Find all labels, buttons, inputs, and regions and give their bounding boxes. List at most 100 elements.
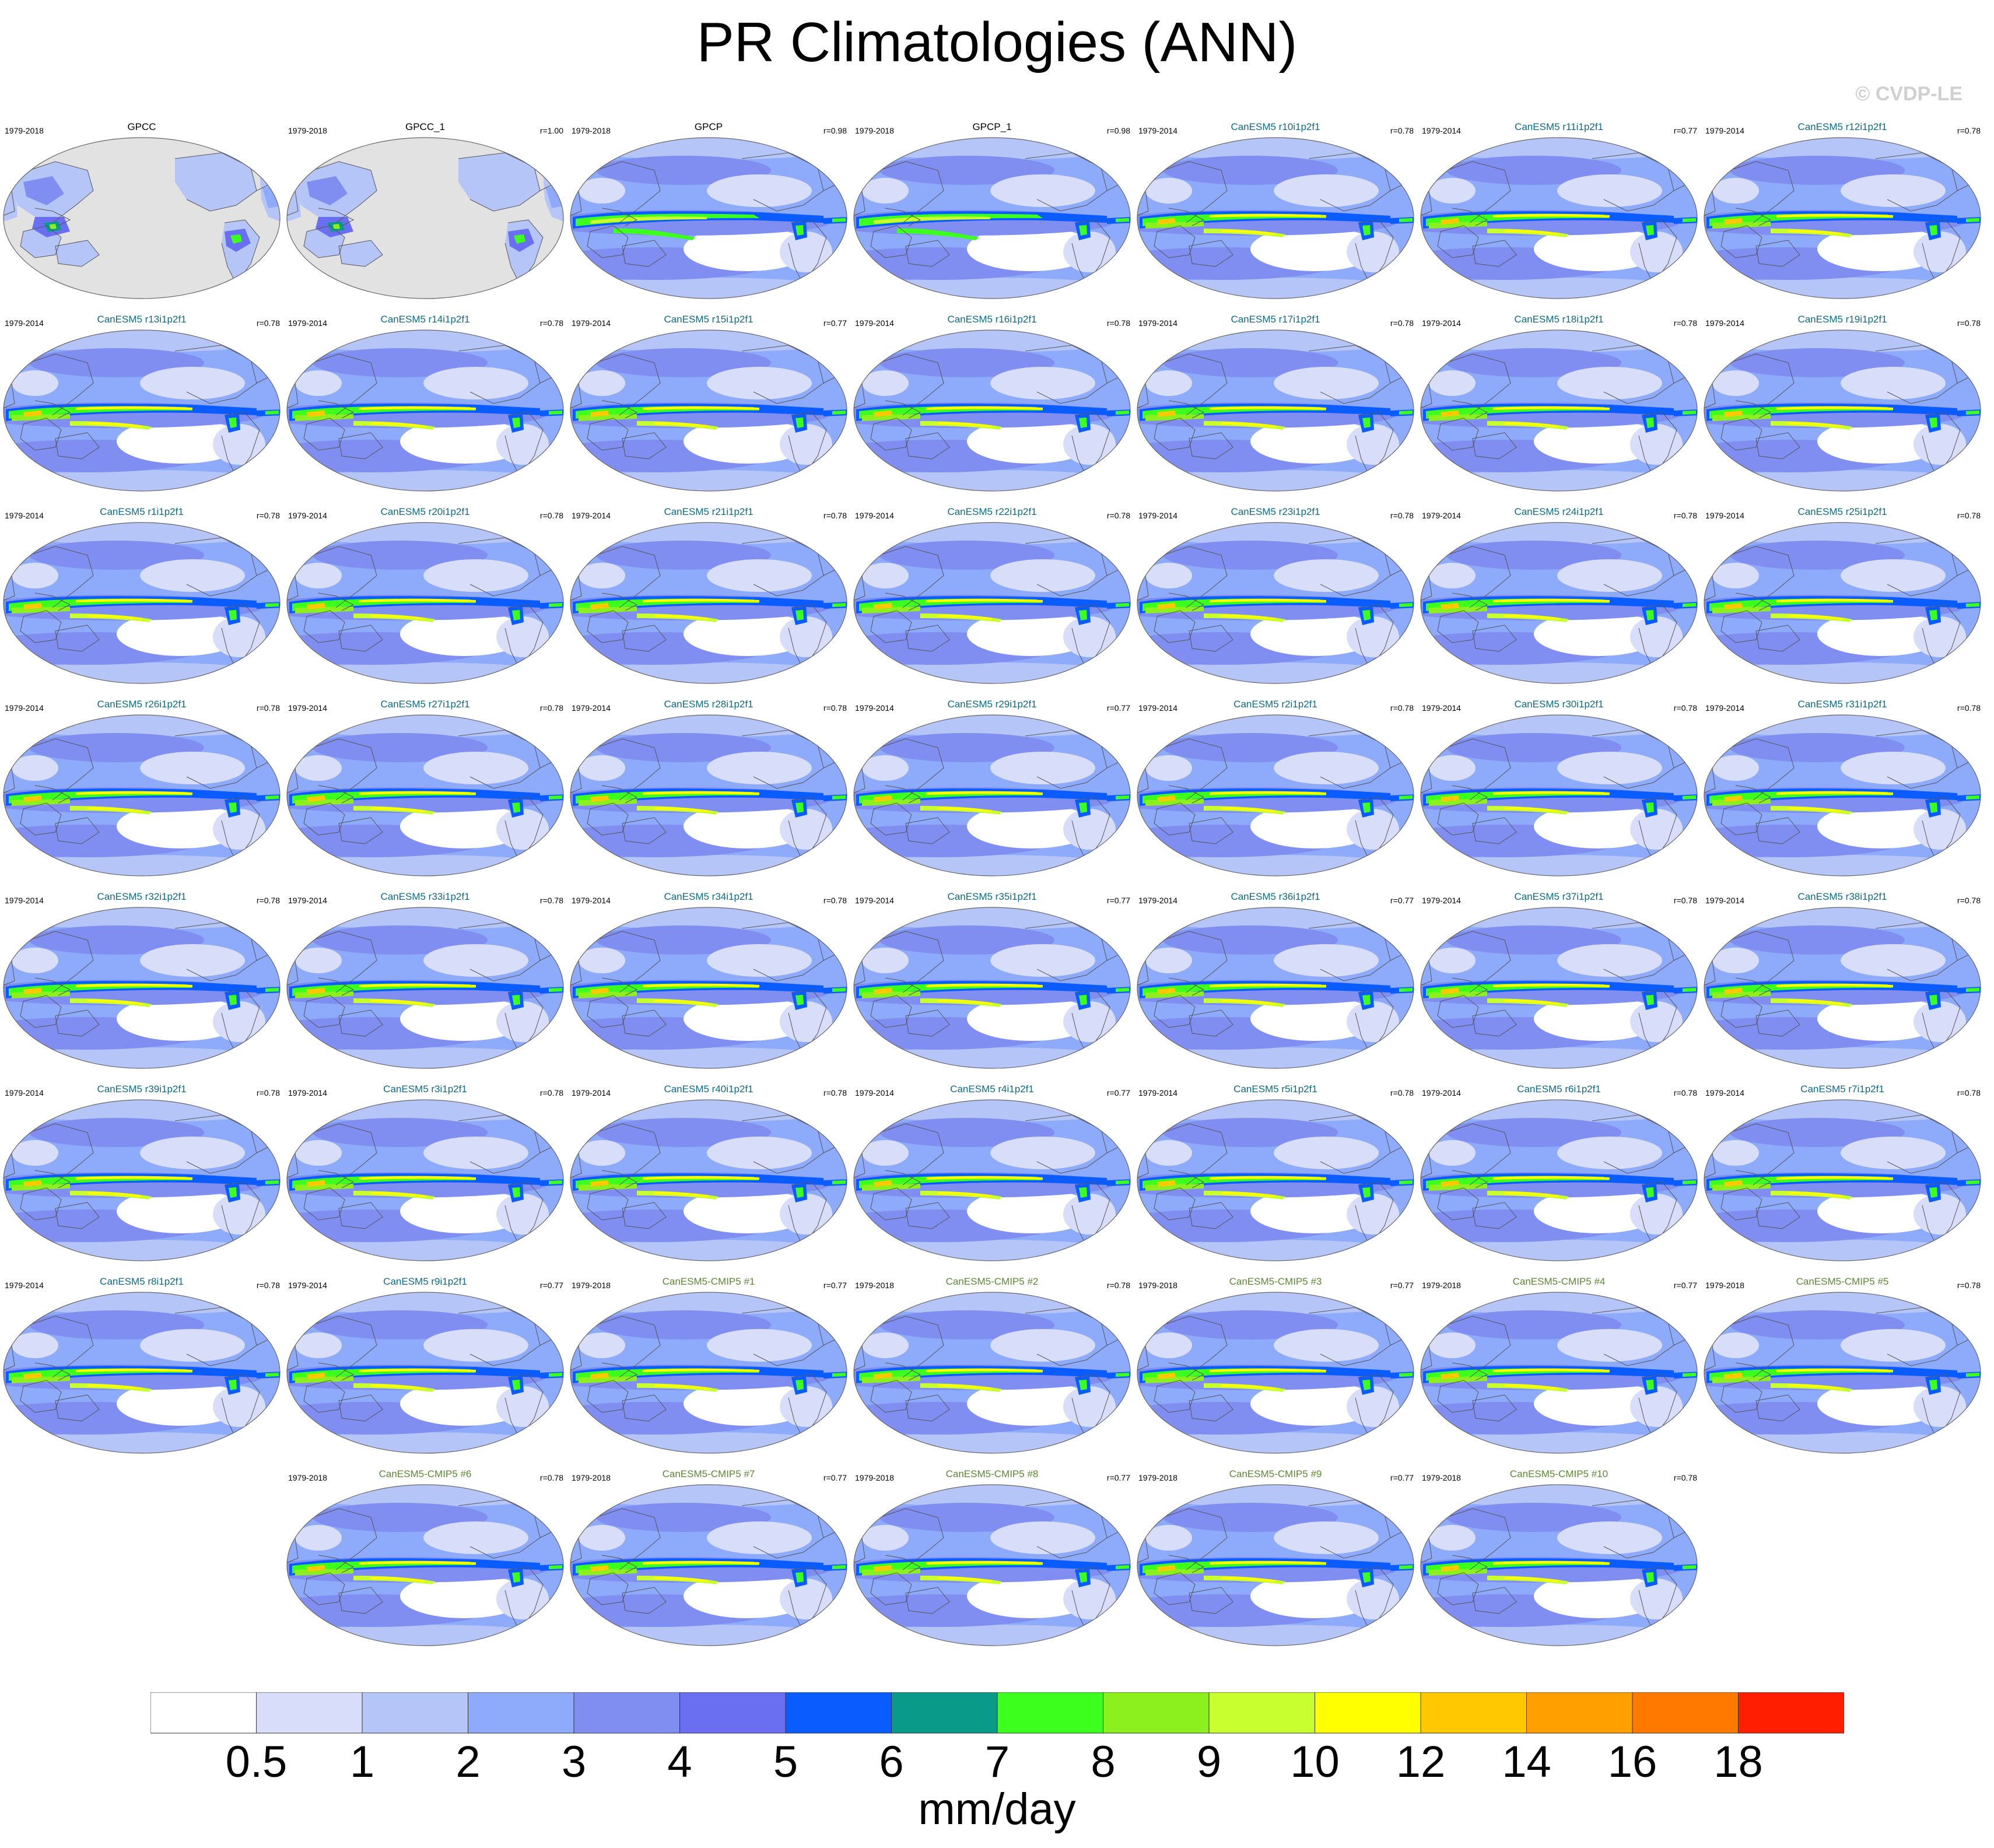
map-panel: 1979-2014 CanESM5 r18i1p2f1 r=0.78 [1417, 302, 1701, 495]
precip-map [853, 1292, 1131, 1454]
map-panel: 1979-2014 CanESM5 r26i1p2f1 r=0.78 [0, 687, 283, 879]
figure-title: PR Climatologies (ANN) [696, 11, 1298, 73]
precip-map [1704, 329, 1981, 492]
panel-correlation: r=0.78 [1106, 511, 1130, 520]
panel-correlation: r=0.78 [1390, 318, 1414, 328]
colorbar-swatch [997, 1692, 1103, 1734]
precip-map [3, 714, 281, 876]
precip-map [3, 329, 281, 492]
panel-correlation: r=0.78 [539, 1473, 563, 1482]
panel-period: 1979-2014 [5, 896, 44, 905]
panel-period: 1979-2014 [572, 318, 611, 328]
panel-correlation: r=0.78 [256, 1281, 280, 1290]
panel-period: 1979-2014 [1705, 703, 1744, 713]
map-panel: 1979-2014 CanESM5 r31i1p2f1 r=0.78 [1701, 687, 1984, 879]
panel-period: 1979-2014 [288, 1281, 327, 1290]
map-panel: 1979-2014 CanESM5 r3i1p2f1 r=0.78 [283, 1072, 567, 1264]
panel-period: 1979-2014 [1422, 1088, 1461, 1097]
panel-correlation: r=0.77 [1390, 1473, 1414, 1482]
panel-correlation: r=0.78 [539, 511, 563, 520]
precip-map [853, 522, 1131, 684]
panel-title: CanESM5-CMIP5 #3 [1229, 1276, 1322, 1287]
panel-period: 1979-2014 [1422, 511, 1461, 520]
panel-correlation: r=0.77 [823, 1281, 847, 1290]
precip-map [1137, 907, 1414, 1069]
panel-correlation: r=0.77 [823, 1473, 847, 1482]
panel-correlation: r=0.78 [1673, 703, 1697, 713]
panel-correlation: r=0.78 [1673, 511, 1697, 520]
panel-title: CanESM5-CMIP5 #4 [1512, 1276, 1606, 1287]
map-panel: 1979-2014 CanESM5 r14i1p2f1 r=0.78 [283, 302, 567, 495]
panel-title: CanESM5 r14i1p2f1 [380, 314, 470, 325]
panel-correlation: r=0.78 [539, 896, 563, 905]
colorbar-tick-label: 4 [667, 1737, 692, 1787]
panel-correlation: r=0.78 [1390, 703, 1414, 713]
panel-title: CanESM5 r10i1p2f1 [1231, 121, 1320, 132]
panel-period: 1979-2014 [5, 511, 44, 520]
panel-title: CanESM5-CMIP5 #2 [945, 1276, 1039, 1287]
precip-map [286, 1099, 564, 1261]
panel-correlation: r=0.78 [1390, 511, 1414, 520]
colorbar-swatch [256, 1692, 363, 1734]
map-panel: 1979-2014 CanESM5 r21i1p2f1 r=0.78 [567, 495, 850, 687]
precip-map [570, 714, 847, 876]
panel-title: GPCC [127, 121, 156, 132]
precip-map [1420, 522, 1698, 684]
precip-map [1420, 1099, 1698, 1261]
panel-correlation: r=0.78 [1957, 1088, 1981, 1097]
panel-title: GPCP [694, 121, 723, 132]
colorbar-swatch [891, 1692, 998, 1734]
colorbar-swatch [468, 1692, 574, 1734]
panel-title: CanESM5 r33i1p2f1 [380, 891, 470, 902]
panel-title: CanESM5 r35i1p2f1 [947, 891, 1037, 902]
panel-period: 1979-2014 [288, 318, 327, 328]
colorbar-swatch [1420, 1692, 1527, 1734]
panel-title: CanESM5 r29i1p2f1 [947, 699, 1037, 710]
panel-title: CanESM5-CMIP5 #6 [379, 1468, 472, 1479]
panel-period: 1979-2018 [1138, 1473, 1178, 1482]
panel-period: 1979-2014 [1138, 318, 1178, 328]
precip-map [286, 1292, 564, 1454]
precip-map [570, 329, 847, 492]
map-panel: 1979-2014 CanESM5 r7i1p2f1 r=0.78 [1701, 1072, 1984, 1264]
panel-title: CanESM5-CMIP5 #7 [662, 1468, 755, 1479]
colorbar-tick-label: 3 [561, 1737, 587, 1787]
colorbar-swatch [785, 1692, 892, 1734]
panel-correlation: r=0.78 [256, 896, 280, 905]
map-panel: 1979-2014 CanESM5 r1i1p2f1 r=0.78 [0, 495, 283, 687]
precip-map [1704, 1292, 1981, 1454]
panel-correlation: r=0.77 [1106, 703, 1130, 713]
map-panel: 1979-2018 CanESM5-CMIP5 #2 r=0.78 [850, 1264, 1134, 1457]
panel-period: 1979-2014 [1138, 703, 1178, 713]
panel-correlation: r=0.77 [1106, 1473, 1130, 1482]
colorbar-units: mm/day [918, 1784, 1076, 1834]
precip-map [1420, 1484, 1698, 1646]
precip-map [570, 1099, 847, 1261]
colorbar-tick-label: 16 [1607, 1737, 1657, 1787]
map-panel: 1979-2014 CanESM5 r30i1p2f1 r=0.78 [1417, 687, 1701, 879]
precip-map [286, 329, 564, 492]
panel-title: CanESM5 r17i1p2f1 [1231, 314, 1320, 325]
map-panel: 1979-2014 CanESM5 r4i1p2f1 r=0.77 [850, 1072, 1134, 1264]
map-panel: 1979-2014 CanESM5 r39i1p2f1 r=0.78 [0, 1072, 283, 1264]
panel-correlation: r=0.78 [1957, 1281, 1981, 1290]
panel-correlation: r=0.78 [256, 1088, 280, 1097]
map-panel: 1979-2018 GPCC [0, 110, 283, 302]
panel-period: 1979-2018 [572, 1281, 611, 1290]
panel-period: 1979-2018 [288, 126, 327, 135]
panel-period: 1979-2014 [1422, 126, 1461, 135]
colorbar-tick-label: 14 [1502, 1737, 1551, 1787]
panel-period: 1979-2014 [5, 1281, 44, 1290]
colorbar-tick-label: 12 [1396, 1737, 1446, 1787]
precip-map [3, 1099, 281, 1261]
colorbar-swatch [150, 1692, 257, 1734]
panel-correlation: r=0.78 [256, 318, 280, 328]
map-panel: 1979-2014 CanESM5 r23i1p2f1 r=0.78 [1134, 495, 1417, 687]
map-panel: 1979-2018 CanESM5-CMIP5 #8 r=0.77 [850, 1457, 1134, 1649]
map-panel: 1979-2014 CanESM5 r38i1p2f1 r=0.78 [1701, 879, 1984, 1072]
panel-period: 1979-2018 [855, 1473, 894, 1482]
panel-title: CanESM5 r1i1p2f1 [100, 506, 184, 517]
precip-map [1137, 1099, 1414, 1261]
precip-map [1420, 714, 1698, 876]
precip-map [286, 907, 564, 1069]
